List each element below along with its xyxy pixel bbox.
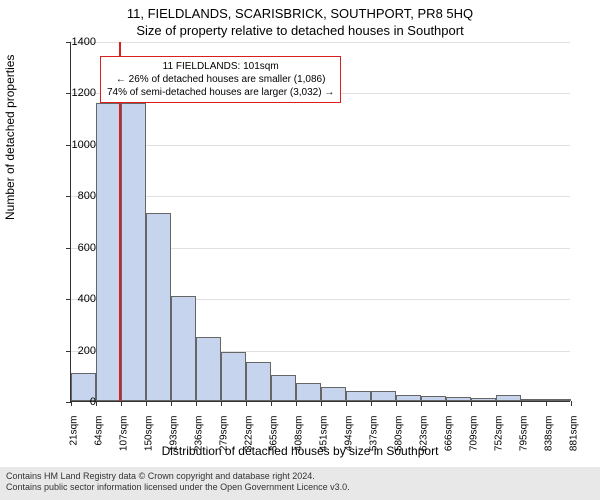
gridline bbox=[71, 42, 570, 43]
xtick-label: 881sqm bbox=[569, 416, 580, 452]
xtick-mark bbox=[346, 401, 347, 406]
footer: Contains HM Land Registry data © Crown c… bbox=[0, 467, 600, 500]
annotation-line: ← 26% of detached houses are smaller (1,… bbox=[107, 73, 334, 86]
annotation-line: 74% of semi-detached houses are larger (… bbox=[107, 86, 334, 99]
xtick-label: 537sqm bbox=[369, 416, 380, 452]
xtick-label: 193sqm bbox=[169, 416, 180, 452]
xtick-label: 494sqm bbox=[344, 416, 355, 452]
xtick-label: 64sqm bbox=[94, 416, 105, 446]
histogram-bar bbox=[546, 399, 571, 401]
histogram-bar bbox=[421, 396, 446, 401]
xtick-label: 666sqm bbox=[444, 416, 455, 452]
annotation-box: 11 FIELDLANDS: 101sqm← 26% of detached h… bbox=[100, 56, 341, 103]
histogram-bar bbox=[346, 391, 371, 401]
xtick-label: 21sqm bbox=[69, 416, 80, 446]
xtick-mark bbox=[471, 401, 472, 406]
xtick-label: 322sqm bbox=[244, 416, 255, 452]
histogram-bar bbox=[396, 395, 421, 401]
xtick-mark bbox=[521, 401, 522, 406]
ytick-label: 0 bbox=[36, 396, 96, 408]
ytick-label: 1200 bbox=[36, 87, 96, 99]
xtick-label: 451sqm bbox=[319, 416, 330, 452]
xtick-mark bbox=[496, 401, 497, 406]
xtick-label: 279sqm bbox=[219, 416, 230, 452]
xtick-mark bbox=[171, 401, 172, 406]
histogram-bar bbox=[271, 375, 296, 401]
ytick-label: 200 bbox=[36, 345, 96, 357]
xtick-mark bbox=[246, 401, 247, 406]
xtick-label: 752sqm bbox=[494, 416, 505, 452]
xtick-label: 838sqm bbox=[544, 416, 555, 452]
xtick-label: 580sqm bbox=[394, 416, 405, 452]
histogram-bar bbox=[196, 337, 221, 401]
histogram-bar bbox=[471, 398, 496, 401]
xtick-mark bbox=[271, 401, 272, 406]
xtick-mark bbox=[321, 401, 322, 406]
footer-line-1: Contains HM Land Registry data © Crown c… bbox=[6, 471, 594, 483]
xtick-label: 408sqm bbox=[294, 416, 305, 452]
histogram-bar bbox=[496, 395, 521, 401]
xtick-mark bbox=[121, 401, 122, 406]
histogram-bar bbox=[521, 399, 546, 401]
ytick-label: 1400 bbox=[36, 36, 96, 48]
ytick-label: 800 bbox=[36, 190, 96, 202]
xtick-label: 623sqm bbox=[419, 416, 430, 452]
xtick-label: 107sqm bbox=[119, 416, 130, 452]
xtick-label: 150sqm bbox=[144, 416, 155, 452]
xtick-label: 365sqm bbox=[269, 416, 280, 452]
histogram-bar bbox=[371, 391, 396, 401]
xtick-mark bbox=[421, 401, 422, 406]
ytick-label: 1000 bbox=[36, 139, 96, 151]
footer-line-2: Contains public sector information licen… bbox=[6, 482, 594, 494]
xtick-label: 709sqm bbox=[469, 416, 480, 452]
xtick-mark bbox=[96, 401, 97, 406]
xtick-mark bbox=[396, 401, 397, 406]
xtick-mark bbox=[571, 401, 572, 406]
xtick-mark bbox=[546, 401, 547, 406]
xtick-mark bbox=[296, 401, 297, 406]
histogram-bar bbox=[121, 103, 146, 401]
histogram-bar bbox=[246, 362, 271, 401]
histogram-bar bbox=[446, 397, 471, 401]
xtick-label: 236sqm bbox=[194, 416, 205, 452]
ytick-label: 600 bbox=[36, 242, 96, 254]
histogram-bar bbox=[96, 103, 121, 401]
y-axis-label: Number of detached properties bbox=[3, 55, 17, 220]
histogram-bar bbox=[296, 383, 321, 401]
histogram-bar bbox=[171, 296, 196, 401]
histogram-bar bbox=[221, 352, 246, 401]
ytick-label: 400 bbox=[36, 293, 96, 305]
xtick-mark bbox=[446, 401, 447, 406]
xtick-mark bbox=[196, 401, 197, 406]
xtick-mark bbox=[371, 401, 372, 406]
histogram-bar bbox=[321, 387, 346, 401]
title-main: 11, FIELDLANDS, SCARISBRICK, SOUTHPORT, … bbox=[0, 0, 600, 21]
xtick-label: 795sqm bbox=[519, 416, 530, 452]
xtick-mark bbox=[146, 401, 147, 406]
annotation-line: 11 FIELDLANDS: 101sqm bbox=[107, 60, 334, 73]
xtick-mark bbox=[221, 401, 222, 406]
histogram-bar bbox=[146, 213, 171, 401]
